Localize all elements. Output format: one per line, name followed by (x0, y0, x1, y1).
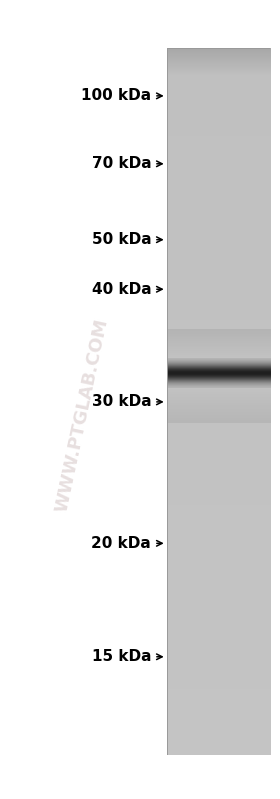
Text: 40 kDa: 40 kDa (92, 282, 151, 296)
Text: 100 kDa: 100 kDa (81, 89, 151, 103)
Text: WWW.PTGLAB.COM: WWW.PTGLAB.COM (53, 317, 112, 514)
Text: 15 kDa: 15 kDa (92, 650, 151, 664)
Text: 20 kDa: 20 kDa (92, 536, 151, 551)
Text: 70 kDa: 70 kDa (92, 157, 151, 171)
Text: 50 kDa: 50 kDa (92, 233, 151, 247)
Text: 30 kDa: 30 kDa (92, 395, 151, 409)
